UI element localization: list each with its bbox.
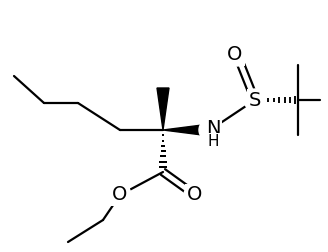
Polygon shape <box>163 124 210 136</box>
Circle shape <box>226 44 248 66</box>
Text: O: O <box>187 185 203 205</box>
Circle shape <box>244 89 266 111</box>
Text: O: O <box>112 185 128 205</box>
Circle shape <box>184 184 206 206</box>
Text: H: H <box>207 135 219 149</box>
Circle shape <box>109 184 131 206</box>
Circle shape <box>199 119 221 141</box>
Polygon shape <box>157 88 169 130</box>
Text: N: N <box>206 118 220 138</box>
Text: O: O <box>227 46 243 65</box>
Text: S: S <box>249 90 261 110</box>
